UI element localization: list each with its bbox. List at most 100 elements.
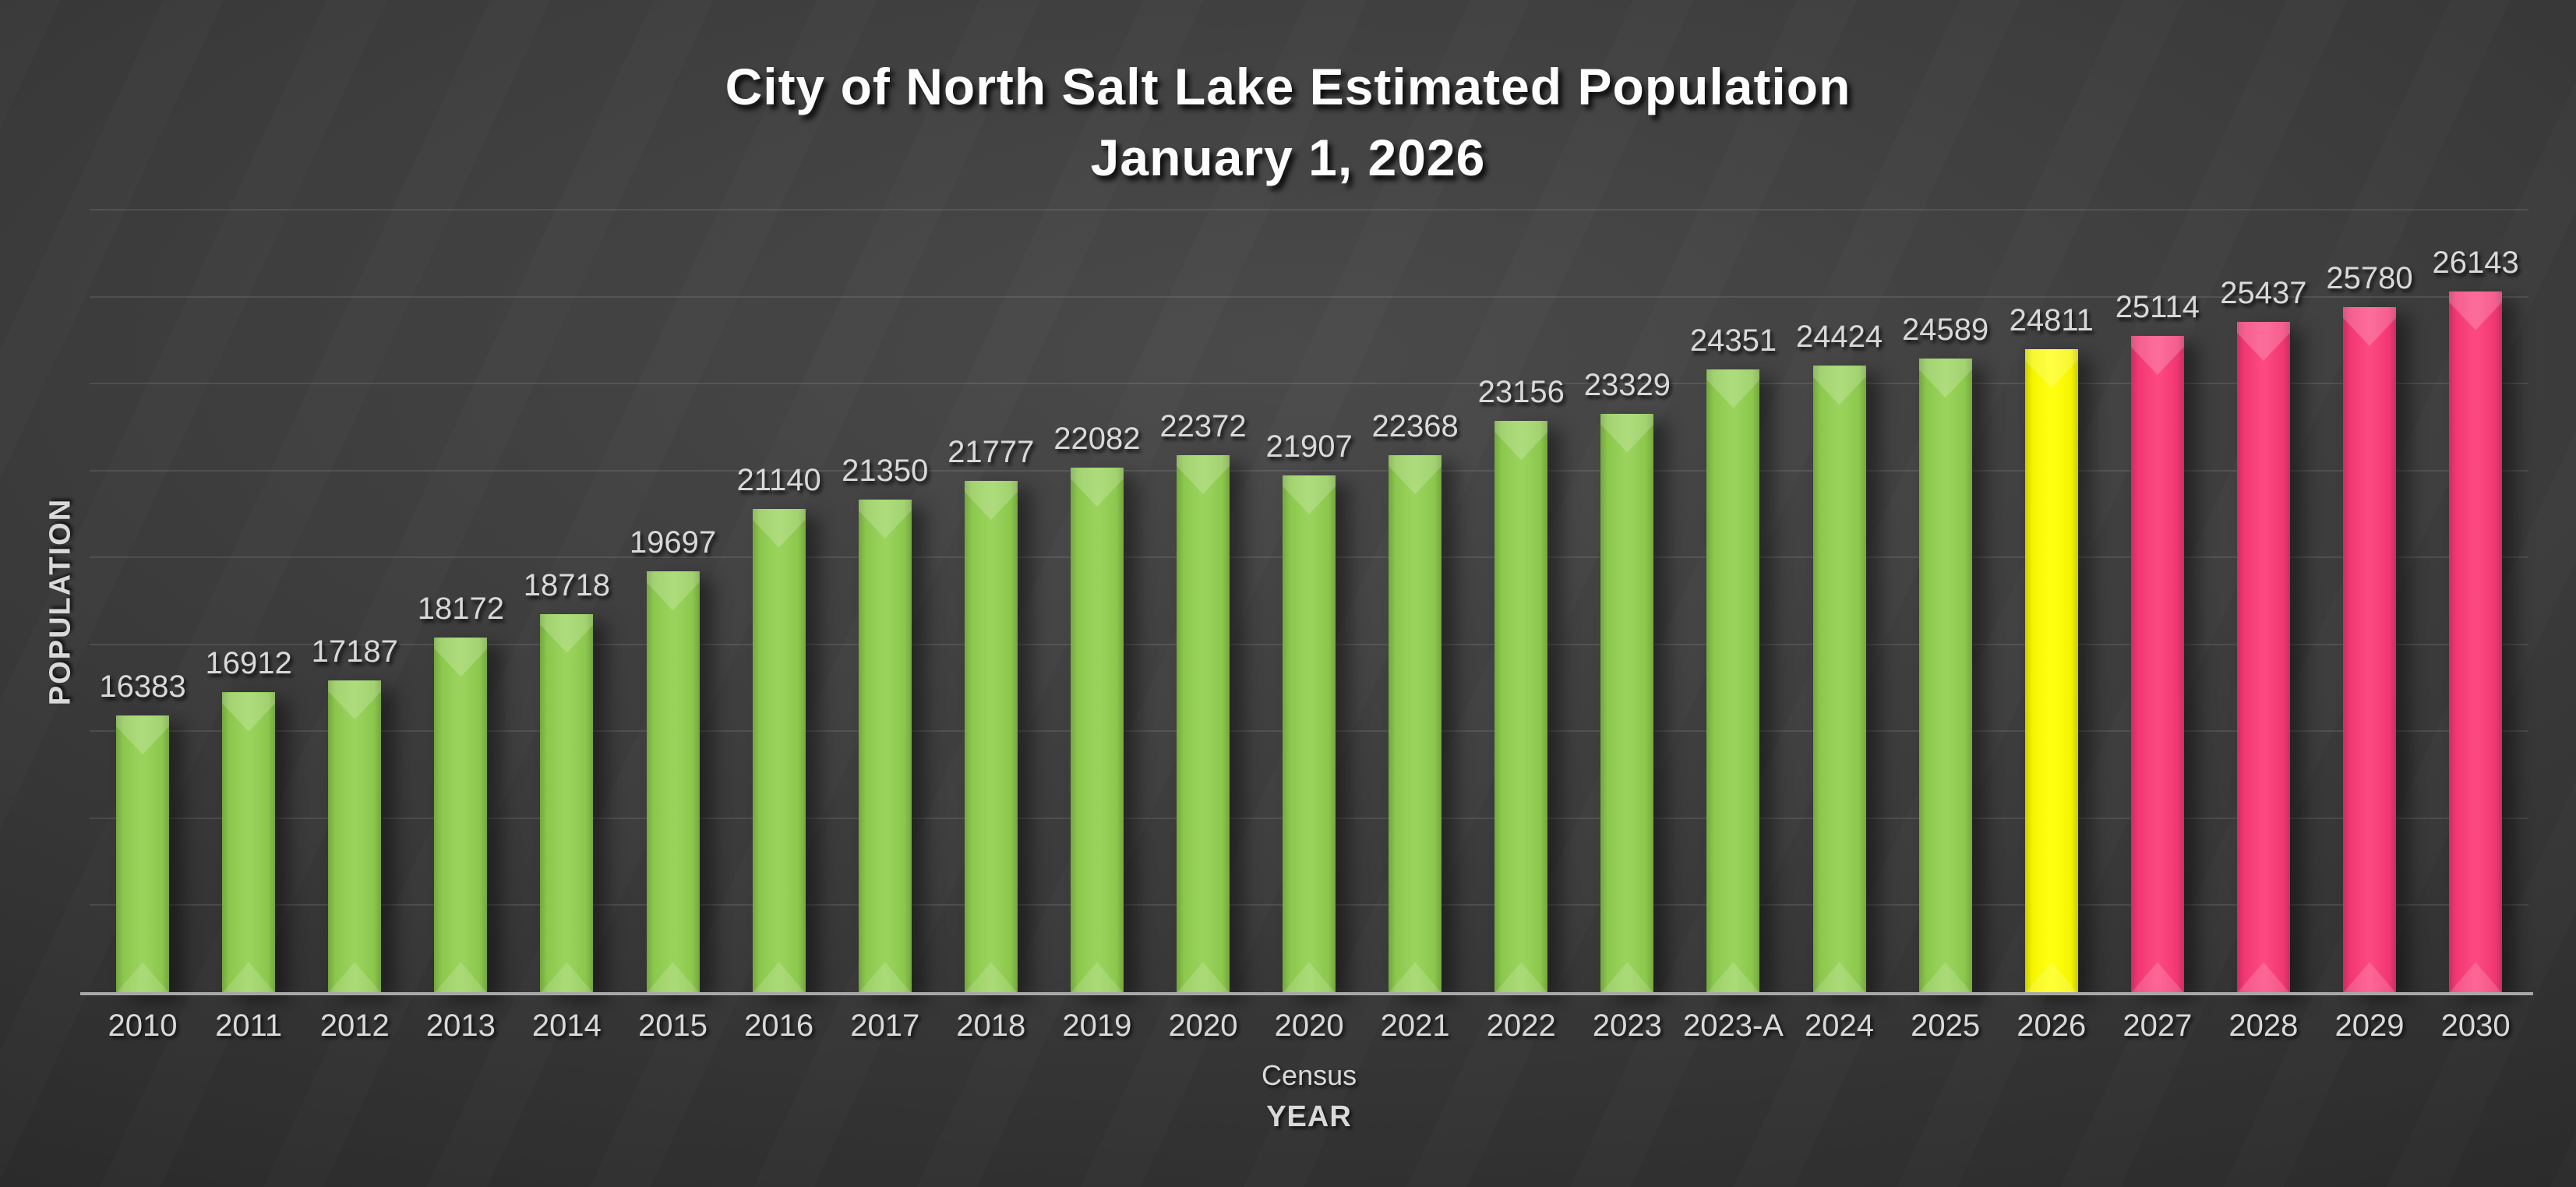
bar-2028 (2236, 321, 2290, 993)
x-tick-label: 2027 (2123, 1010, 2192, 1041)
gridline-28000 (90, 209, 2528, 210)
x-tick-label: 2011 (215, 1010, 282, 1041)
x-tick-year: 2020 (1168, 1009, 1238, 1043)
x-tick-year: 2013 (425, 1009, 496, 1043)
bar-2020 (1176, 454, 1230, 993)
x-tick-year: 2010 (108, 1009, 178, 1043)
x-tick-year: 2017 (850, 1009, 920, 1043)
value-label-2021: 22368 (1371, 409, 1459, 444)
x-tick-label: 2026 (2017, 1010, 2086, 1041)
x-tick-label: 2022 (1487, 1010, 1556, 1041)
x-tick-label: 2016 (744, 1010, 813, 1041)
value-label-2015: 19697 (629, 525, 717, 560)
x-tick-year: 2028 (2228, 1009, 2299, 1043)
x-tick-label: 2017 (850, 1010, 919, 1041)
bar-2011 (222, 692, 276, 993)
x-tick-year: 2018 (956, 1009, 1026, 1043)
x-tick-label: 2023 (1593, 1010, 1662, 1041)
value-label-2026: 24811 (2009, 302, 2094, 337)
x-tick-label: 2020 (1168, 1010, 1237, 1041)
x-tick-label: 2010 (108, 1010, 178, 1041)
bar-2013 (434, 638, 488, 993)
bar-group: 23156 2022 (1468, 210, 1574, 1041)
y-axis-title: POPULATION (44, 497, 77, 706)
x-tick-year: 2021 (1380, 1009, 1450, 1043)
value-label-2022: 23156 (1477, 375, 1565, 410)
bar-2020-census (1283, 475, 1336, 993)
bar-group: 21777 2018 (938, 210, 1044, 1041)
gridline-24000 (90, 383, 2528, 385)
x-tick-label: 2028 (2228, 1010, 2298, 1041)
value-label-2013: 18172 (417, 592, 504, 627)
x-tick-year: 2019 (1062, 1009, 1132, 1043)
x-tick-year: 2025 (1911, 1009, 1981, 1043)
bar-2014 (540, 613, 594, 993)
x-tick-label: 2015 (638, 1010, 708, 1041)
value-label-2018: 21777 (947, 435, 1035, 470)
value-label-2019: 22082 (1053, 422, 1141, 457)
x-tick-year: 2023 (1592, 1009, 1662, 1043)
x-tick-year: 2011 (215, 1009, 283, 1043)
bar-group: 16383 2010 (90, 210, 196, 1041)
value-label-2023: 23329 (1583, 367, 1671, 402)
bar-2024 (1812, 366, 1866, 993)
value-label-2014: 18718 (523, 567, 611, 602)
bar-series: 16383 2010 16912 2011 17187 2012 18172 2… (90, 210, 2528, 1090)
bar-group: 25780 2029 (2317, 210, 2422, 1041)
bar-2023 (1600, 413, 1654, 993)
bar-2015 (646, 571, 700, 993)
x-tick-year: 2029 (2334, 1009, 2405, 1043)
bar-2018 (964, 481, 1018, 993)
x-tick-label: 2025 (1911, 1010, 1980, 1041)
value-label-2025: 24589 (1902, 313, 1989, 348)
bar-group: 24424 2024 (1787, 210, 1893, 1041)
bar-2012 (328, 680, 382, 993)
plot-area: 16383 2010 16912 2011 17187 2012 18172 2… (80, 209, 2533, 1090)
x-tick-label: 2014 (532, 1010, 602, 1041)
bar-group: 22372 2020 (1150, 210, 1256, 1041)
value-label-2020: 21907 (1265, 429, 1353, 464)
gridline-22000 (90, 469, 2528, 472)
x-tick-year: 2016 (744, 1009, 814, 1043)
bar-group: 19697 2015 (619, 210, 725, 1041)
x-tick-label: 2018 (956, 1010, 1025, 1041)
x-tick-label: 2020 Census (1262, 1010, 1357, 1090)
chart-subtitle: January 1, 2026 (1090, 129, 1486, 187)
x-tick-year: 2020 (1274, 1009, 1344, 1043)
value-label-2029: 25780 (2326, 260, 2413, 295)
x-tick-year: 2015 (638, 1009, 708, 1043)
bar-group: 22368 2021 (1362, 210, 1468, 1041)
value-label-2012: 17187 (311, 634, 398, 669)
bar-group: 22082 2019 (1044, 210, 1150, 1041)
value-label-2023-A: 24351 (1689, 323, 1777, 358)
value-label-2024: 24424 (1795, 320, 1883, 355)
bar-group: 25437 2028 (2211, 210, 2317, 1041)
value-label-2011: 16912 (205, 646, 292, 681)
bar-group: 17187 2012 (302, 210, 408, 1041)
value-label-2017: 21350 (842, 453, 929, 488)
x-tick-label: 2013 (426, 1010, 496, 1041)
value-label-2027: 25114 (2115, 289, 2200, 324)
x-tick-label: 2021 (1381, 1010, 1450, 1041)
x-tick-year: 2024 (1805, 1009, 1875, 1043)
x-tick-year: 2012 (319, 1009, 390, 1043)
bar-group: 21350 2017 (832, 210, 938, 1041)
x-tick-year: 2030 (2440, 1009, 2511, 1043)
bar-2019 (1070, 468, 1124, 993)
x-axis-line (80, 992, 2533, 995)
value-label-2020: 22372 (1159, 408, 1247, 443)
x-tick-label: 2030 (2441, 1010, 2511, 1041)
bar-group: 26143 2030 (2422, 210, 2528, 1041)
bar-group: 21907 2020 Census (1256, 210, 1362, 1090)
x-tick-label: 2023-A (1683, 1010, 1784, 1041)
bar-2021 (1389, 455, 1442, 993)
x-tick-label: 2024 (1805, 1010, 1874, 1041)
bar-group: 24811 2026 (1999, 210, 2105, 1041)
bar-group: 24589 2025 (1893, 210, 1999, 1041)
x-tick-label: 2012 (320, 1010, 390, 1041)
bar-2022 (1494, 421, 1548, 993)
bar-2029 (2343, 306, 2397, 993)
bar-2026 (2024, 348, 2078, 993)
x-axis-title: YEAR (1266, 1100, 1352, 1133)
